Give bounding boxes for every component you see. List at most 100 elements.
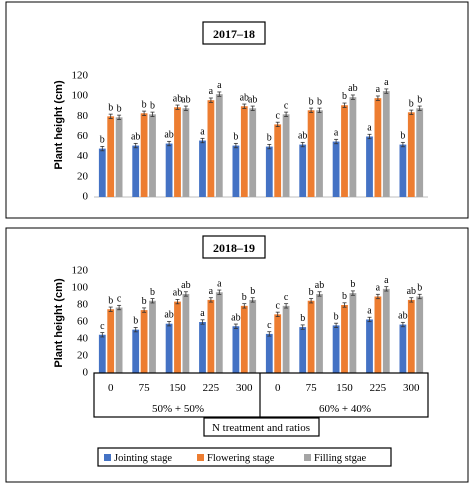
significance-label: ab (173, 93, 182, 104)
panel-2-title-box (202, 235, 266, 259)
bar (165, 143, 173, 197)
bar (332, 325, 340, 373)
x-tick-label: 150 (169, 382, 186, 394)
significance-label: ab (298, 131, 307, 142)
significance-label: b (400, 131, 405, 142)
x-tick-label: 225 (370, 382, 387, 394)
panel-1-y-axis-label: Plant height (cm) (53, 80, 65, 170)
bar (332, 141, 340, 197)
panel-1-title-box (202, 21, 266, 45)
group-label-2: 60% + 40% (319, 403, 371, 415)
bar (282, 305, 290, 373)
significance-label: c (267, 320, 272, 331)
bar (98, 148, 106, 197)
significance-label: b (334, 311, 339, 322)
panel-1-title: 2017–18 (213, 27, 255, 41)
bar (274, 124, 282, 197)
bar (182, 108, 190, 197)
significance-label: c (275, 300, 280, 311)
significance-label: a (217, 278, 222, 289)
bar (140, 113, 148, 197)
significance-label: b (309, 287, 314, 298)
significance-label: a (209, 286, 214, 297)
x-tick-label: 300 (403, 382, 420, 394)
group-label-1: 50% + 50% (152, 403, 204, 415)
bar (215, 94, 223, 197)
significance-label: a (209, 86, 214, 97)
significance-label: ab (240, 92, 249, 103)
significance-label: b (150, 287, 155, 298)
significance-label: a (384, 275, 389, 286)
significance-label: a (376, 84, 381, 95)
y-tick-label: 0 (83, 191, 89, 203)
x-axis-title-box (203, 417, 320, 437)
significance-label: b (300, 313, 305, 324)
significance-label: b (350, 279, 355, 290)
legend-label-jointing: Jointing stage (114, 453, 172, 464)
legend-box (97, 447, 392, 467)
significance-label: ab (131, 132, 140, 143)
legend-swatch-filling (304, 454, 311, 461)
bar (107, 309, 115, 373)
x-tick-label: 0 (275, 382, 281, 394)
bar (232, 145, 240, 197)
bar (399, 144, 407, 197)
bar (149, 300, 156, 373)
x-tick-label: 150 (336, 382, 353, 394)
bar (366, 136, 373, 197)
legend-swatch-jointing (104, 454, 111, 461)
significance-label: b (142, 99, 147, 110)
bar (115, 117, 123, 197)
significance-label: b (317, 96, 322, 107)
significance-label: a (367, 305, 372, 316)
bar (265, 333, 273, 373)
significance-label: c (284, 292, 289, 303)
legend-label-filling: Filling stgae (314, 453, 367, 464)
significance-label: b (233, 132, 238, 143)
bar (115, 307, 123, 373)
legend-item-flowering: Flowering stage (197, 453, 275, 464)
significance-label: a (376, 283, 381, 294)
bar (98, 334, 106, 373)
bar (349, 97, 357, 197)
significance-label: b (108, 295, 113, 306)
bar (207, 299, 215, 373)
significance-label: b (417, 283, 422, 294)
bar (199, 140, 206, 197)
bar (240, 305, 248, 373)
y-tick-label: 20 (77, 350, 89, 362)
legend-item-jointing: Jointing stage (104, 453, 172, 464)
y-tick-label: 20 (77, 170, 89, 182)
bar (107, 116, 115, 197)
significance-label: ab (164, 130, 173, 141)
bar (232, 326, 240, 373)
significance-label: b (108, 102, 113, 113)
legend-item-filling: Filling stgae (304, 453, 367, 464)
significance-label: ab (164, 310, 173, 321)
bar (199, 322, 206, 373)
y-tick-label: 120 (72, 70, 89, 82)
significance-label: a (367, 123, 372, 134)
significance-label: b (309, 96, 314, 107)
significance-label: b (242, 292, 247, 303)
bar (316, 110, 323, 197)
significance-label: ab (315, 280, 324, 291)
bar (174, 301, 181, 373)
panel-2-title: 2018–19 (213, 241, 255, 255)
bar (416, 296, 424, 373)
x-tick-label: 75 (139, 382, 151, 394)
x-axis-table-frame (93, 372, 429, 418)
bar (249, 299, 257, 373)
bar (240, 106, 248, 197)
significance-label: c (117, 294, 122, 305)
bar (207, 100, 215, 197)
significance-label: ab (173, 288, 182, 299)
y-tick-label: 120 (72, 265, 89, 277)
significance-label: ab (407, 286, 416, 297)
x-tick-label: 300 (236, 382, 253, 394)
y-tick-label: 80 (77, 299, 89, 311)
x-axis-title: N treatment and ratios (212, 422, 310, 434)
bar (274, 314, 282, 373)
y-tick-label: 100 (72, 282, 89, 294)
